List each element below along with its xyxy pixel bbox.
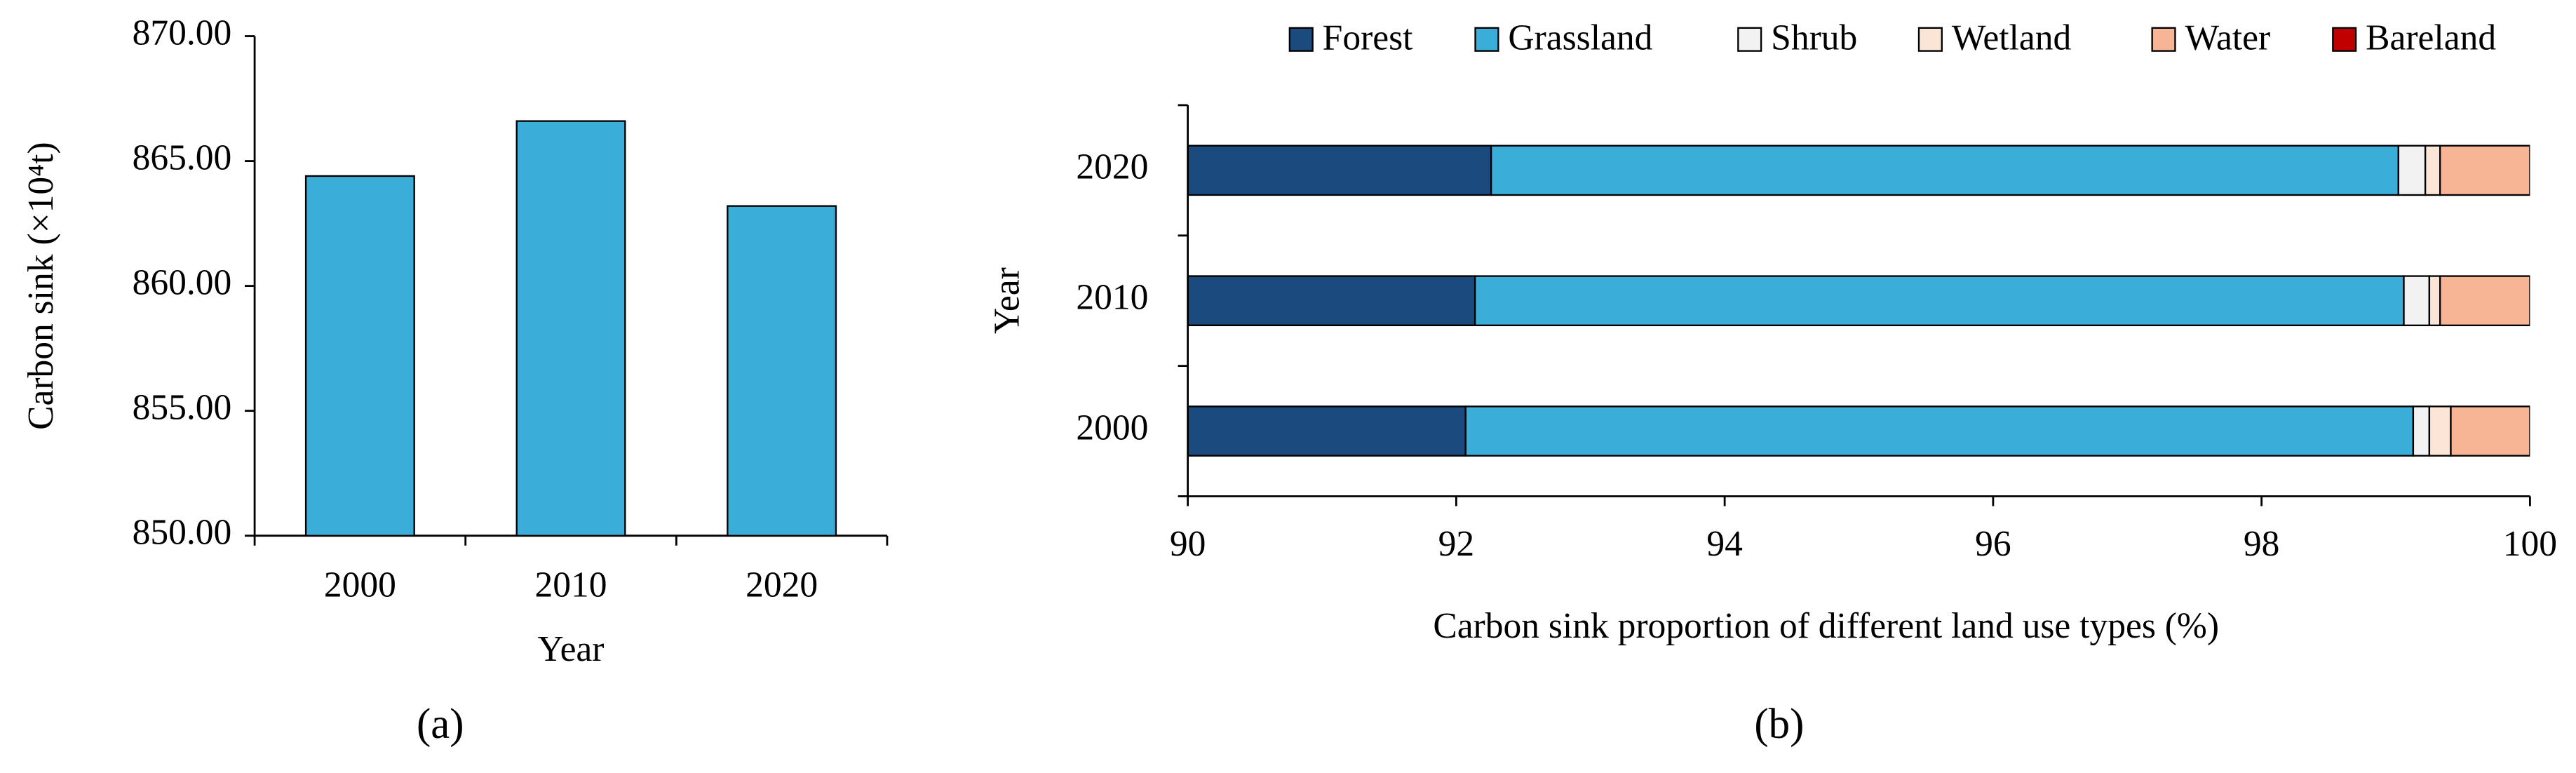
bar-segment: [2450, 405, 2530, 457]
y-axis-label: Carbon sink (×10⁴t): [21, 142, 61, 429]
legend-label: Bareland: [2366, 18, 2496, 58]
y-tick-label: 855.00: [133, 387, 232, 427]
bar-segment: [2403, 275, 2431, 327]
y-tick-label: 860.00: [133, 262, 232, 302]
legend-label: Water: [2185, 18, 2270, 58]
legend-label: Forest: [1323, 18, 1413, 58]
x-tick-label: 90: [1170, 524, 1206, 564]
legend-swatch: [2151, 27, 2176, 52]
bar-segment: [2439, 144, 2530, 196]
bar-segment: [2439, 275, 2530, 327]
legend-swatch: [1288, 27, 1314, 52]
x-tick-label: 98: [2244, 524, 2280, 564]
bar: [304, 175, 415, 537]
legend-label: Shrub: [1771, 18, 1857, 58]
caption: (b): [1754, 701, 1804, 748]
legend-label: Wetland: [1952, 18, 2072, 58]
bar-segment: [1187, 405, 1466, 457]
x-tick-label: 100: [2503, 524, 2557, 564]
legend-swatch: [1737, 27, 1762, 52]
legend-swatch: [2332, 27, 2357, 52]
legend-swatch: [1917, 27, 1943, 52]
bar-segment: [1187, 144, 1492, 196]
x-tick-label: 96: [1975, 524, 2011, 564]
y-tick-label: 2020: [1076, 147, 1148, 187]
bar-segment: [2424, 144, 2441, 196]
y-tick-label: 865.00: [133, 137, 232, 177]
x-axis-label: Carbon sink proportion of different land…: [1433, 606, 2219, 646]
bar-segment: [1464, 405, 2415, 457]
bar-segment: [1474, 275, 2405, 327]
bar: [727, 205, 837, 537]
bar-segment: [2397, 144, 2427, 196]
y-tick-label: 2000: [1076, 408, 1148, 448]
x-tick-label: 92: [1438, 524, 1475, 564]
x-tick-label: 2010: [534, 565, 607, 605]
x-tick-label: 2020: [746, 565, 818, 605]
y-tick-label: 2010: [1076, 278, 1148, 318]
x-tick-label: 94: [1706, 524, 1743, 564]
x-tick-label: 2000: [324, 565, 396, 605]
bar: [515, 120, 626, 537]
legend-swatch: [1474, 27, 1499, 52]
y-tick-label: 850.00: [133, 513, 232, 553]
bar-segment: [2428, 405, 2452, 457]
legend-label: Grassland: [1508, 18, 1652, 58]
bar-segment: [2428, 275, 2441, 327]
y-axis-label: Year: [987, 267, 1027, 334]
x-axis-label: Year: [538, 629, 605, 669]
bar-segment: [1490, 144, 2400, 196]
caption: (a): [417, 701, 464, 748]
y-tick-label: 870.00: [133, 13, 232, 53]
bar-segment: [2412, 405, 2431, 457]
